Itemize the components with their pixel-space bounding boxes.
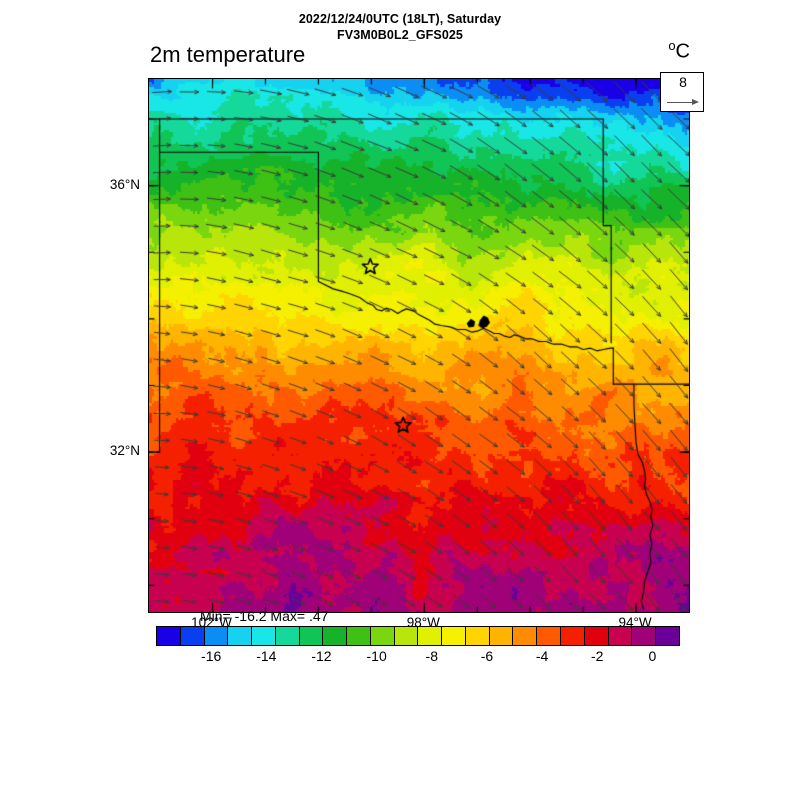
colorbar-swatch-7 bbox=[323, 627, 348, 645]
colorbar-swatch-4 bbox=[252, 627, 276, 645]
colorbar[interactable] bbox=[156, 626, 680, 646]
colorbar-swatch-8 bbox=[347, 627, 371, 645]
colorbar-swatch-9 bbox=[370, 627, 395, 645]
degree-symbol: o bbox=[668, 38, 676, 53]
right-arrow-icon bbox=[667, 102, 695, 103]
figure-title-model: FV3M0B0L2_GFS025 bbox=[337, 28, 463, 42]
colorbar-swatch-19 bbox=[608, 627, 633, 645]
vector-legend-value: 8 bbox=[679, 74, 687, 90]
min-max-stats-label: Min= -16.2 Max= .47 bbox=[200, 608, 329, 624]
colorbar-tick-0: -16 bbox=[201, 648, 222, 664]
colorbar-swatch-12 bbox=[442, 627, 466, 645]
colorbar-swatch-10 bbox=[394, 627, 419, 645]
colorbar-tick-7: -2 bbox=[591, 648, 604, 664]
colorbar-swatch-21 bbox=[656, 627, 679, 645]
colorbar-swatch-2 bbox=[204, 627, 229, 645]
map-plot-area[interactable] bbox=[148, 78, 690, 613]
colorbar-swatch-15 bbox=[513, 627, 538, 645]
right-arrow-head-icon bbox=[692, 98, 699, 105]
colorbar-tick-8: 0 bbox=[648, 648, 657, 664]
colorbar-tick-6: -4 bbox=[535, 648, 549, 664]
wind-vector-legend: 8 bbox=[660, 72, 704, 112]
lon-tick-label-2: 94°W bbox=[618, 615, 652, 630]
lon-tick-label-1: 98°W bbox=[406, 615, 440, 630]
units-letter: C bbox=[675, 40, 690, 63]
colorbar-swatch-13 bbox=[465, 627, 490, 645]
colorbar-tick-3: -10 bbox=[366, 648, 387, 664]
colorbar-swatch-20 bbox=[632, 627, 657, 645]
wind-vectors-canvas bbox=[149, 79, 689, 612]
colorbar-swatch-14 bbox=[489, 627, 514, 645]
colorbar-tick-4: -8 bbox=[425, 648, 439, 664]
variable-name-label: 2m temperature bbox=[150, 42, 306, 67]
colorbar-tick-2: -12 bbox=[311, 648, 332, 664]
colorbar-swatch-11 bbox=[418, 627, 443, 645]
units-label: oC bbox=[650, 38, 690, 64]
colorbar-swatch-1 bbox=[180, 627, 205, 645]
colorbar-swatch-5 bbox=[275, 627, 300, 645]
lat-tick-label-0: 36°N bbox=[109, 176, 140, 192]
lat-tick-label-1: 32°N bbox=[109, 443, 140, 459]
colorbar-tick-5: -6 bbox=[480, 648, 494, 664]
colorbar-swatch-18 bbox=[584, 627, 609, 645]
colorbar-swatch-0 bbox=[157, 627, 181, 645]
colorbar-tick-1: -14 bbox=[256, 648, 277, 664]
colorbar-swatch-17 bbox=[561, 627, 585, 645]
lon-tick-label-0: 102°W bbox=[191, 615, 232, 630]
colorbar-tick-labels: -16 -14 -12 -10 -8 -6 -4 -2 0 bbox=[0, 648, 800, 668]
colorbar-swatch-16 bbox=[537, 627, 562, 645]
figure-title-datetime: 2022/12/24/0UTC (18LT), Saturday bbox=[298, 12, 502, 26]
colorbar-swatch-3 bbox=[228, 627, 253, 645]
colorbar-swatch-6 bbox=[299, 627, 324, 645]
